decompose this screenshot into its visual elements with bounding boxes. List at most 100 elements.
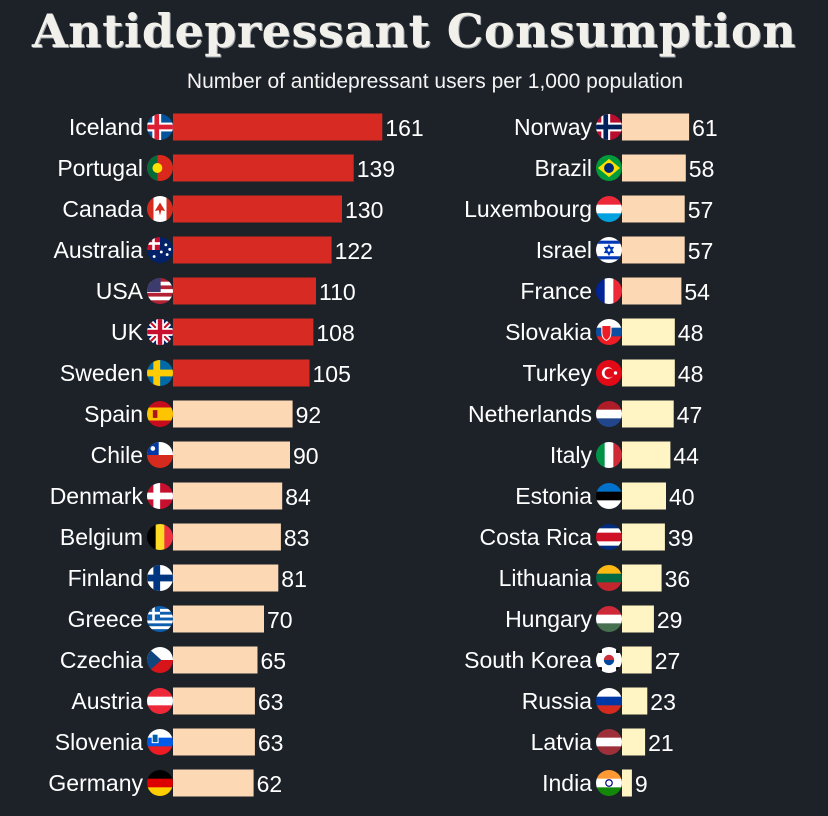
portugal-flag-icon xyxy=(147,155,173,181)
bar-row: Chile 90 xyxy=(91,441,319,469)
bar xyxy=(622,154,686,182)
bar-row: Australia 122 xyxy=(54,236,373,264)
country-label: Czechia xyxy=(60,647,143,673)
austria-flag-icon xyxy=(147,688,173,714)
bar xyxy=(622,523,665,551)
chile-flag-icon xyxy=(147,442,173,468)
bar xyxy=(622,400,674,428)
value-label: 90 xyxy=(293,443,319,469)
germany-flag-icon xyxy=(147,770,173,796)
value-label: 130 xyxy=(345,197,383,223)
lithuania-flag-icon xyxy=(596,565,622,591)
value-label: 54 xyxy=(684,279,710,305)
iceland-flag-icon xyxy=(147,114,173,140)
bar-row: Russia 23 xyxy=(522,687,676,715)
value-label: 161 xyxy=(385,115,423,141)
uk-flag-icon xyxy=(147,319,173,345)
bar xyxy=(173,687,255,715)
country-label: Denmark xyxy=(50,483,144,509)
australia-flag-icon xyxy=(147,237,173,263)
country-label: Greece xyxy=(68,606,143,632)
value-label: 83 xyxy=(284,525,310,551)
czechia-flag-icon xyxy=(147,647,173,673)
country-label: Spain xyxy=(84,401,143,427)
country-label: Lithuania xyxy=(499,565,593,591)
bar xyxy=(173,154,354,182)
bar xyxy=(622,359,675,387)
value-label: 21 xyxy=(648,730,674,756)
country-label: Canada xyxy=(62,196,143,222)
bar xyxy=(622,728,646,756)
bar xyxy=(173,318,314,346)
bar xyxy=(622,441,671,469)
country-label: Italy xyxy=(550,442,593,468)
value-label: 105 xyxy=(313,361,351,387)
spain-flag-icon xyxy=(147,401,173,427)
value-label: 27 xyxy=(655,648,681,674)
bar-row: Slovakia 48 xyxy=(505,318,704,346)
bar xyxy=(173,359,310,387)
bar-row: Hungary 29 xyxy=(505,605,682,633)
value-label: 39 xyxy=(668,525,694,551)
bar-row: France 54 xyxy=(520,277,710,305)
chart-title: Antidepressant Consumption xyxy=(31,4,797,58)
country-label: Brazil xyxy=(534,155,592,181)
slovakia-flag-icon xyxy=(596,319,622,345)
bar-row: Netherlands 47 xyxy=(468,400,702,428)
bar-row: Czechia 65 xyxy=(60,646,286,674)
bar xyxy=(173,523,281,551)
costa-rica-flag-icon xyxy=(596,524,622,550)
bar xyxy=(173,605,264,633)
bar-row: Brazil 58 xyxy=(534,154,714,182)
denmark-flag-icon xyxy=(147,483,173,509)
bar xyxy=(173,236,332,264)
bar xyxy=(622,769,632,797)
bar xyxy=(622,646,652,674)
country-label: Finland xyxy=(68,565,143,591)
bar-row: Iceland 161 xyxy=(69,113,424,141)
chart-subtitle: Number of antidepressant users per 1,000… xyxy=(186,70,684,93)
value-label: 62 xyxy=(257,771,283,797)
slovenia-flag-icon xyxy=(147,729,173,755)
bar xyxy=(622,318,675,346)
bar-row: Italy 44 xyxy=(550,441,699,469)
value-label: 61 xyxy=(692,115,718,141)
bar-row: Turkey 48 xyxy=(523,359,703,387)
country-label: Turkey xyxy=(523,360,593,386)
country-label: Slovenia xyxy=(55,729,143,755)
country-label: Slovakia xyxy=(505,319,592,345)
bar xyxy=(173,646,258,674)
bar-row: Portugal 139 xyxy=(57,154,395,182)
country-label: Portugal xyxy=(57,155,143,181)
country-label: UK xyxy=(111,319,144,345)
bar-row: Finland 81 xyxy=(68,564,307,592)
bar-row: UK 108 xyxy=(111,318,355,346)
value-label: 9 xyxy=(635,771,648,797)
value-label: 63 xyxy=(258,730,284,756)
country-label: France xyxy=(520,278,592,304)
turkey-flag-icon xyxy=(596,360,622,386)
bar-row: Costa Rica 39 xyxy=(480,523,694,551)
bar-row: Lithuania 36 xyxy=(499,564,690,592)
country-label: Estonia xyxy=(515,483,592,509)
country-label: Russia xyxy=(522,688,593,714)
value-label: 84 xyxy=(285,484,311,510)
bar xyxy=(622,113,690,141)
bar-row: Slovenia 63 xyxy=(55,728,284,756)
bar xyxy=(622,605,654,633)
value-label: 57 xyxy=(688,238,714,264)
country-label: Germany xyxy=(48,770,143,796)
value-label: 44 xyxy=(673,443,699,469)
latvia-flag-icon xyxy=(596,729,622,755)
bar-row: Germany 62 xyxy=(48,769,283,797)
bar-row: Luxembourg 57 xyxy=(464,195,713,223)
country-label: Israel xyxy=(536,237,592,263)
value-label: 48 xyxy=(678,320,704,346)
country-label: Sweden xyxy=(60,360,143,386)
bar xyxy=(173,195,342,223)
country-label: USA xyxy=(96,278,144,304)
bar xyxy=(173,441,290,469)
bar-row: Sweden 105 xyxy=(60,359,351,387)
bar-row: Canada 130 xyxy=(62,195,383,223)
